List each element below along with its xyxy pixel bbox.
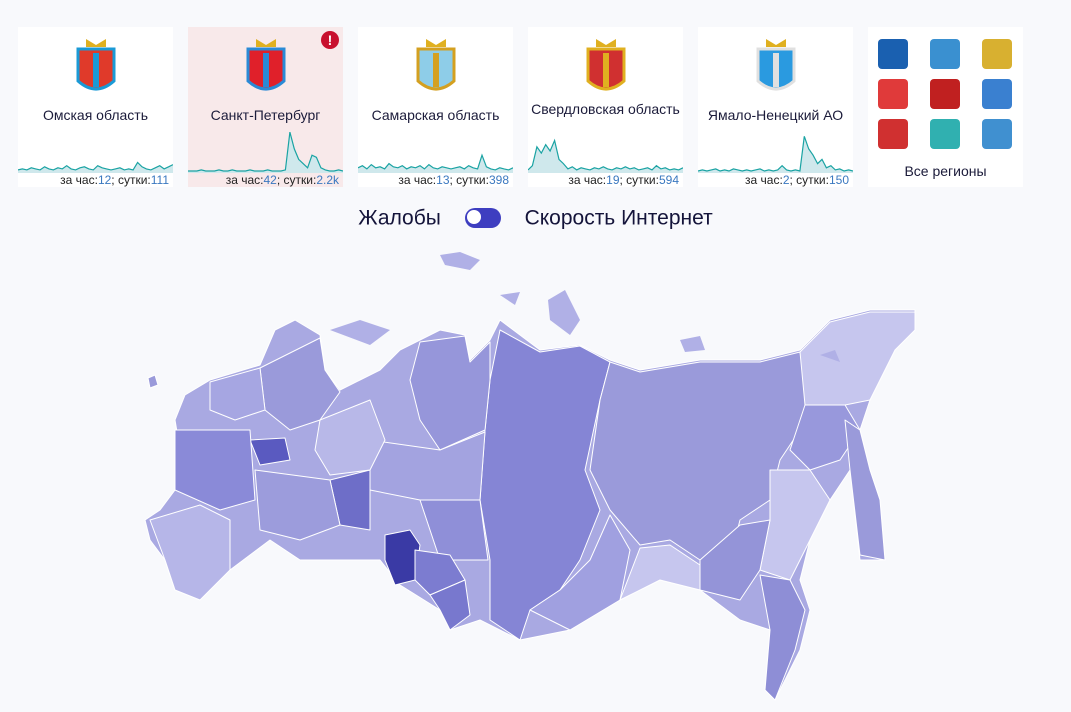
sparkline-line bbox=[698, 136, 853, 172]
region-emblem-icon bbox=[982, 119, 1012, 149]
coat-of-arms-icon bbox=[416, 39, 455, 91]
day-label: ; сутки: bbox=[619, 173, 659, 187]
mode-switch[interactable] bbox=[464, 208, 501, 229]
region-stats: за час:2; сутки:150 bbox=[745, 173, 849, 187]
region-card[interactable]: Самарская область за час:13; сутки:398 bbox=[358, 27, 513, 187]
day-label: ; сутки: bbox=[276, 173, 317, 187]
region-name: Омская область bbox=[42, 107, 149, 123]
switch-knob bbox=[465, 209, 482, 226]
alert-icon[interactable]: ! bbox=[321, 31, 339, 49]
map-region-volga bbox=[254, 469, 341, 541]
sparkline-area bbox=[18, 162, 173, 173]
internet-speed-label[interactable]: Скорость Интернет bbox=[524, 206, 713, 230]
map-region-arkhangelsk bbox=[259, 337, 341, 431]
region-emblem-icon bbox=[982, 39, 1012, 69]
map-region-chukotka bbox=[799, 311, 916, 411]
sparkline-line bbox=[18, 161, 173, 171]
region-name: Свердловская область bbox=[531, 101, 680, 117]
region-name: Санкт-Петербург bbox=[210, 107, 321, 123]
map-region-primorye bbox=[759, 574, 806, 701]
arctic-islands bbox=[330, 252, 840, 362]
day-count: 398 bbox=[488, 173, 509, 187]
sparkline-line bbox=[188, 131, 343, 172]
region-emblem-icon bbox=[930, 39, 960, 69]
all-regions-card[interactable]: Все регионы bbox=[868, 27, 1023, 187]
hour-count: 42 bbox=[263, 173, 277, 187]
region-card[interactable]: ! Санкт-Петербург за час:42; сутки:2.2k bbox=[188, 27, 343, 187]
sparkline bbox=[188, 131, 343, 173]
sparkline-area bbox=[698, 136, 853, 173]
region-name: Самарская область bbox=[371, 107, 500, 123]
map-region-vologda bbox=[249, 437, 291, 466]
map-region-altai bbox=[429, 579, 471, 631]
region-stats: за час:19; сутки:594 bbox=[568, 173, 679, 187]
region-card[interactable]: Свердловская область за час:19; сутки:59… bbox=[528, 27, 683, 187]
hour-label: за час: bbox=[225, 173, 264, 187]
hour-count: 19 bbox=[606, 173, 620, 187]
region-card[interactable]: Омская область за час:12; сутки:111 bbox=[18, 27, 173, 187]
map-region-south bbox=[149, 504, 231, 601]
day-label: ; сутки: bbox=[789, 173, 829, 187]
russia-region-map[interactable] bbox=[0, 240, 1071, 712]
map-region-magadan bbox=[789, 404, 861, 471]
hour-label: за час: bbox=[745, 173, 783, 187]
map-region-krasnoyarsk bbox=[479, 329, 611, 641]
sparkline-area bbox=[528, 140, 683, 173]
sparkline-area bbox=[188, 132, 343, 173]
map-region-karelia bbox=[209, 367, 266, 421]
day-count: 111 bbox=[150, 173, 169, 187]
sparkline-line bbox=[528, 138, 683, 171]
day-count: 150 bbox=[828, 173, 849, 187]
hour-label: за час: bbox=[568, 173, 607, 187]
map-region-tomsk bbox=[419, 499, 489, 561]
map-region-irkutsk bbox=[529, 514, 631, 631]
map-region-kaliningrad bbox=[147, 374, 159, 389]
region-emblem-icon bbox=[982, 79, 1012, 109]
region-stats: за час:42; сутки:2.2k bbox=[226, 173, 339, 187]
sparkline bbox=[18, 161, 173, 173]
coat-of-arms-icon bbox=[246, 39, 285, 91]
day-label: ; сутки: bbox=[111, 173, 151, 187]
coat-of-arms-icon bbox=[586, 39, 625, 91]
hour-label: за час: bbox=[60, 173, 98, 187]
hour-count: 2 bbox=[782, 173, 790, 187]
region-name: Ямало-Ненецкий АО bbox=[707, 107, 844, 123]
map-region-kamchatka bbox=[844, 419, 886, 561]
map-region-zabaikalsky bbox=[619, 544, 701, 601]
hour-count: 12 bbox=[97, 173, 112, 187]
map-region-central bbox=[174, 429, 256, 511]
region-stats: за час:13; сутки:398 bbox=[398, 173, 509, 187]
coat-of-arms-icon bbox=[756, 39, 795, 91]
hour-label: за час: bbox=[398, 173, 437, 187]
sparkline-line bbox=[358, 153, 513, 171]
day-label: ; сутки: bbox=[449, 173, 489, 187]
region-emblem-icon bbox=[878, 39, 908, 69]
sparkline bbox=[358, 153, 513, 173]
region-stats: за час:12; сутки:111 bbox=[60, 173, 169, 187]
map-region-khabarovsk bbox=[759, 469, 831, 581]
region-emblem-icon bbox=[878, 119, 908, 149]
map-region-yakutia bbox=[589, 351, 811, 561]
sparkline bbox=[698, 136, 853, 173]
map-region-yamal bbox=[409, 335, 491, 451]
map-region-komi bbox=[314, 399, 386, 476]
sparkline-area bbox=[358, 155, 513, 173]
mode-toggle-row: Жалобы Скорость Интернет bbox=[0, 206, 1071, 230]
day-count: 594 bbox=[658, 173, 679, 187]
all-regions-label: Все регионы bbox=[904, 163, 987, 179]
region-emblem-grid bbox=[878, 39, 1012, 149]
complaints-label[interactable]: Жалобы bbox=[358, 206, 441, 230]
hour-count: 13 bbox=[436, 173, 450, 187]
region-card[interactable]: Ямало-Ненецкий АО за час:2; сутки:150 bbox=[698, 27, 853, 187]
day-count: 2.2k bbox=[316, 173, 339, 187]
region-emblem-icon bbox=[930, 119, 960, 149]
region-emblem-icon bbox=[878, 79, 908, 109]
sparkline bbox=[528, 138, 683, 173]
region-emblem-icon bbox=[930, 79, 960, 109]
coat-of-arms-icon bbox=[76, 39, 115, 91]
